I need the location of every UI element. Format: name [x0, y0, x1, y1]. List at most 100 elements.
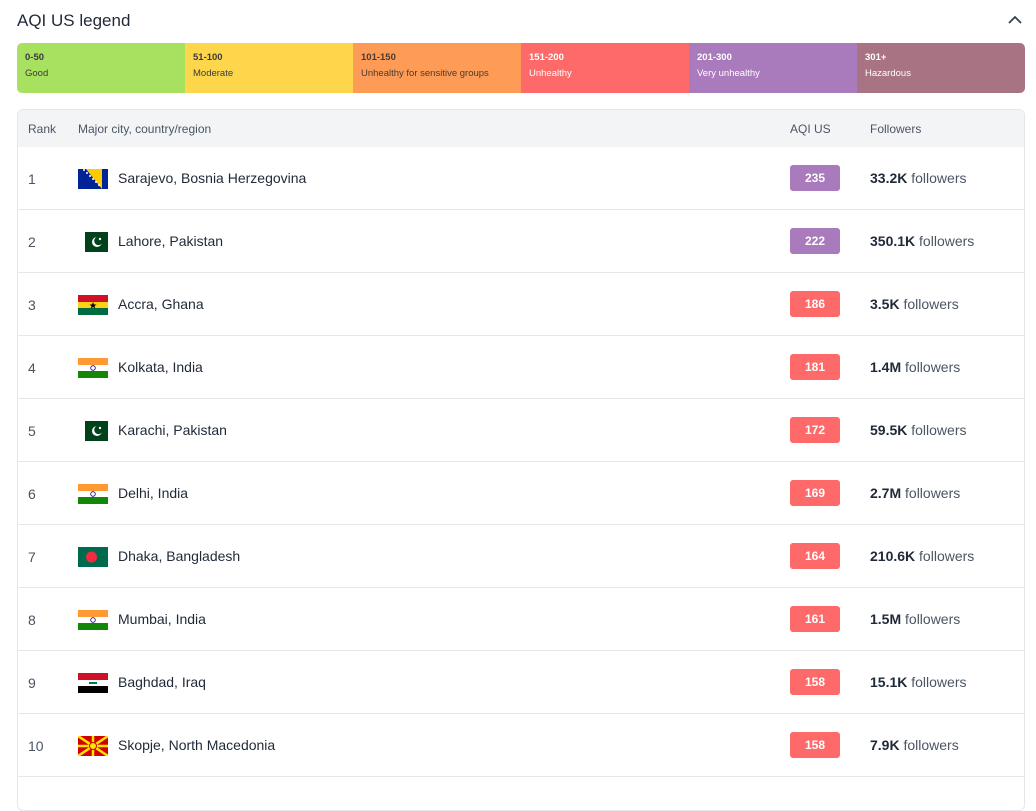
legend-range: 101-150	[361, 52, 396, 63]
city-name[interactable]: Kolkata, India	[118, 359, 203, 375]
city-name[interactable]: Karachi, Pakistan	[118, 422, 227, 438]
legend-bar: 0-50 Good 51-100 Moderate 101-150 Unhealthy f…	[17, 43, 1025, 93]
followers-unit: followers	[911, 674, 967, 690]
table-header: Rank Major city, country/region AQI US Foll…	[18, 110, 1024, 147]
followers-unit: followers	[919, 233, 975, 249]
column-header: Rank	[28, 122, 57, 136]
column-header: AQI US	[790, 122, 831, 136]
rank: 7	[28, 549, 36, 565]
legend-range: 201-300	[697, 52, 732, 63]
followers: 59.5K followers	[870, 422, 967, 438]
ranking-table: Rank Major city, country/region AQI US Foll…	[17, 109, 1025, 811]
followers: 350.1K followers	[870, 233, 974, 249]
table-row: 9 Baghdad, Iraq 158 15.1K followers	[18, 651, 1024, 714]
followers-count: 7.9K	[870, 737, 900, 753]
table-row: 8 Mumbai, India 161 1.5M followers	[18, 588, 1024, 651]
flag-icon	[78, 484, 108, 504]
collapse-button[interactable]	[1006, 13, 1024, 27]
flag-icon	[78, 736, 108, 756]
followers-count: 59.5K	[870, 422, 908, 438]
legend-label: Very unhealthy	[697, 68, 760, 79]
table-row: 3 Accra, Ghana 186 3.5K followers	[18, 273, 1024, 336]
aqi-badge: 158	[790, 732, 840, 758]
rank: 6	[28, 486, 36, 502]
rank: 5	[28, 423, 36, 439]
rank: 10	[28, 738, 44, 754]
city-name[interactable]: Sarajevo, Bosnia Herzegovina	[118, 170, 307, 186]
followers-count: 1.4M	[870, 359, 902, 375]
followers: 15.1K followers	[870, 674, 967, 690]
rank: 1	[28, 171, 36, 187]
rank: 4	[28, 360, 36, 376]
followers-unit: followers	[919, 548, 975, 564]
legend-item: 0-50 Good	[17, 43, 185, 93]
followers: 1.5M followers	[870, 611, 960, 627]
followers-unit: followers	[903, 296, 959, 312]
aqi-badge: 158	[790, 669, 840, 695]
city-name[interactable]: Delhi, India	[118, 485, 189, 501]
city-name[interactable]: Lahore, Pakistan	[118, 233, 224, 249]
table-row: 1 Sarajevo, Bosnia Herzegovina 235 33.2K fo…	[18, 147, 1024, 210]
aqi-badge: 222	[790, 228, 840, 254]
aqi-badge: 164	[790, 543, 840, 569]
legend-label: Good	[25, 68, 49, 79]
legend-item: 101-150 Unhealthy for sensitive groups	[353, 43, 521, 93]
rank: 8	[28, 612, 36, 628]
followers: 210.6K followers	[870, 548, 974, 564]
followers-unit: followers	[911, 422, 967, 438]
followers-unit: followers	[905, 611, 961, 627]
aqi-badge: 186	[790, 291, 840, 317]
aqi-badge: 181	[790, 354, 840, 380]
flag-icon	[78, 358, 108, 378]
followers: 7.9K followers	[870, 737, 959, 753]
legend-item: 51-100 Moderate	[185, 43, 353, 93]
followers: 1.4M followers	[870, 359, 960, 375]
flag-icon	[78, 547, 108, 567]
followers-count: 2.7M	[870, 485, 902, 501]
aqi-badge: 169	[790, 480, 840, 506]
legend-range: 0-50	[25, 52, 45, 63]
legend-item: 301+ Hazardous	[857, 43, 1025, 93]
aqi-badge: 172	[790, 417, 840, 443]
flag-icon	[78, 169, 108, 189]
page: AQI US legend 0-50 Good 51-100 Moderate 101-…	[17, 11, 1025, 811]
flag-icon	[78, 673, 108, 693]
followers: 3.5K followers	[870, 296, 959, 312]
followers-count: 350.1K	[870, 233, 916, 249]
city-name[interactable]: Accra, Ghana	[118, 296, 204, 312]
column-header: Major city, country/region	[78, 122, 212, 136]
followers-unit: followers	[905, 485, 961, 501]
followers-unit: followers	[905, 359, 961, 375]
table-body: 1 Sarajevo, Bosnia Herzegovina 235 33.2K fo…	[18, 147, 1024, 777]
legend-item: 151-200 Unhealthy	[521, 43, 689, 93]
table-row: 7 Dhaka, Bangladesh 164 210.6K followers	[18, 525, 1024, 588]
aqi-badge: 161	[790, 606, 840, 632]
followers-count: 15.1K	[870, 674, 908, 690]
table-row: 6 Delhi, India 169 2.7M followers	[18, 462, 1024, 525]
legend-title: AQI US legend	[17, 11, 131, 30]
followers-unit: followers	[911, 170, 967, 186]
aqi-badge: 235	[790, 165, 840, 191]
table-row: 10 Skopje, North Macedonia 158 7.9K followe…	[18, 714, 1024, 777]
legend-label: Unhealthy for sensitive groups	[361, 68, 489, 79]
legend-label: Hazardous	[865, 68, 911, 79]
city-name[interactable]: Dhaka, Bangladesh	[118, 548, 241, 564]
legend-item: 201-300 Very unhealthy	[689, 43, 857, 93]
flag-icon	[78, 421, 108, 441]
flag-icon	[78, 610, 108, 630]
city-name[interactable]: Baghdad, Iraq	[118, 674, 206, 690]
city-name[interactable]: Mumbai, India	[118, 611, 206, 627]
legend-label: Unhealthy	[529, 68, 572, 79]
city-name[interactable]: Skopje, North Macedonia	[118, 737, 276, 753]
legend-range: 151-200	[529, 52, 564, 63]
followers-count: 33.2K	[870, 170, 908, 186]
followers: 33.2K followers	[870, 170, 967, 186]
followers-unit: followers	[903, 737, 959, 753]
flag-icon	[78, 232, 108, 252]
legend-range: 301+	[865, 52, 887, 63]
rank: 3	[28, 297, 36, 313]
followers: 2.7M followers	[870, 485, 960, 501]
flag-icon	[78, 295, 108, 315]
followers-count: 210.6K	[870, 548, 916, 564]
table-row: 5 Karachi, Pakistan 172 59.5K followers	[18, 399, 1024, 462]
